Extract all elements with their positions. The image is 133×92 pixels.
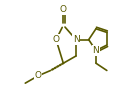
Text: O: O [60, 5, 67, 14]
Text: N: N [93, 46, 99, 55]
Text: O: O [34, 71, 41, 80]
Text: O: O [53, 35, 60, 44]
Text: N: N [73, 35, 79, 44]
